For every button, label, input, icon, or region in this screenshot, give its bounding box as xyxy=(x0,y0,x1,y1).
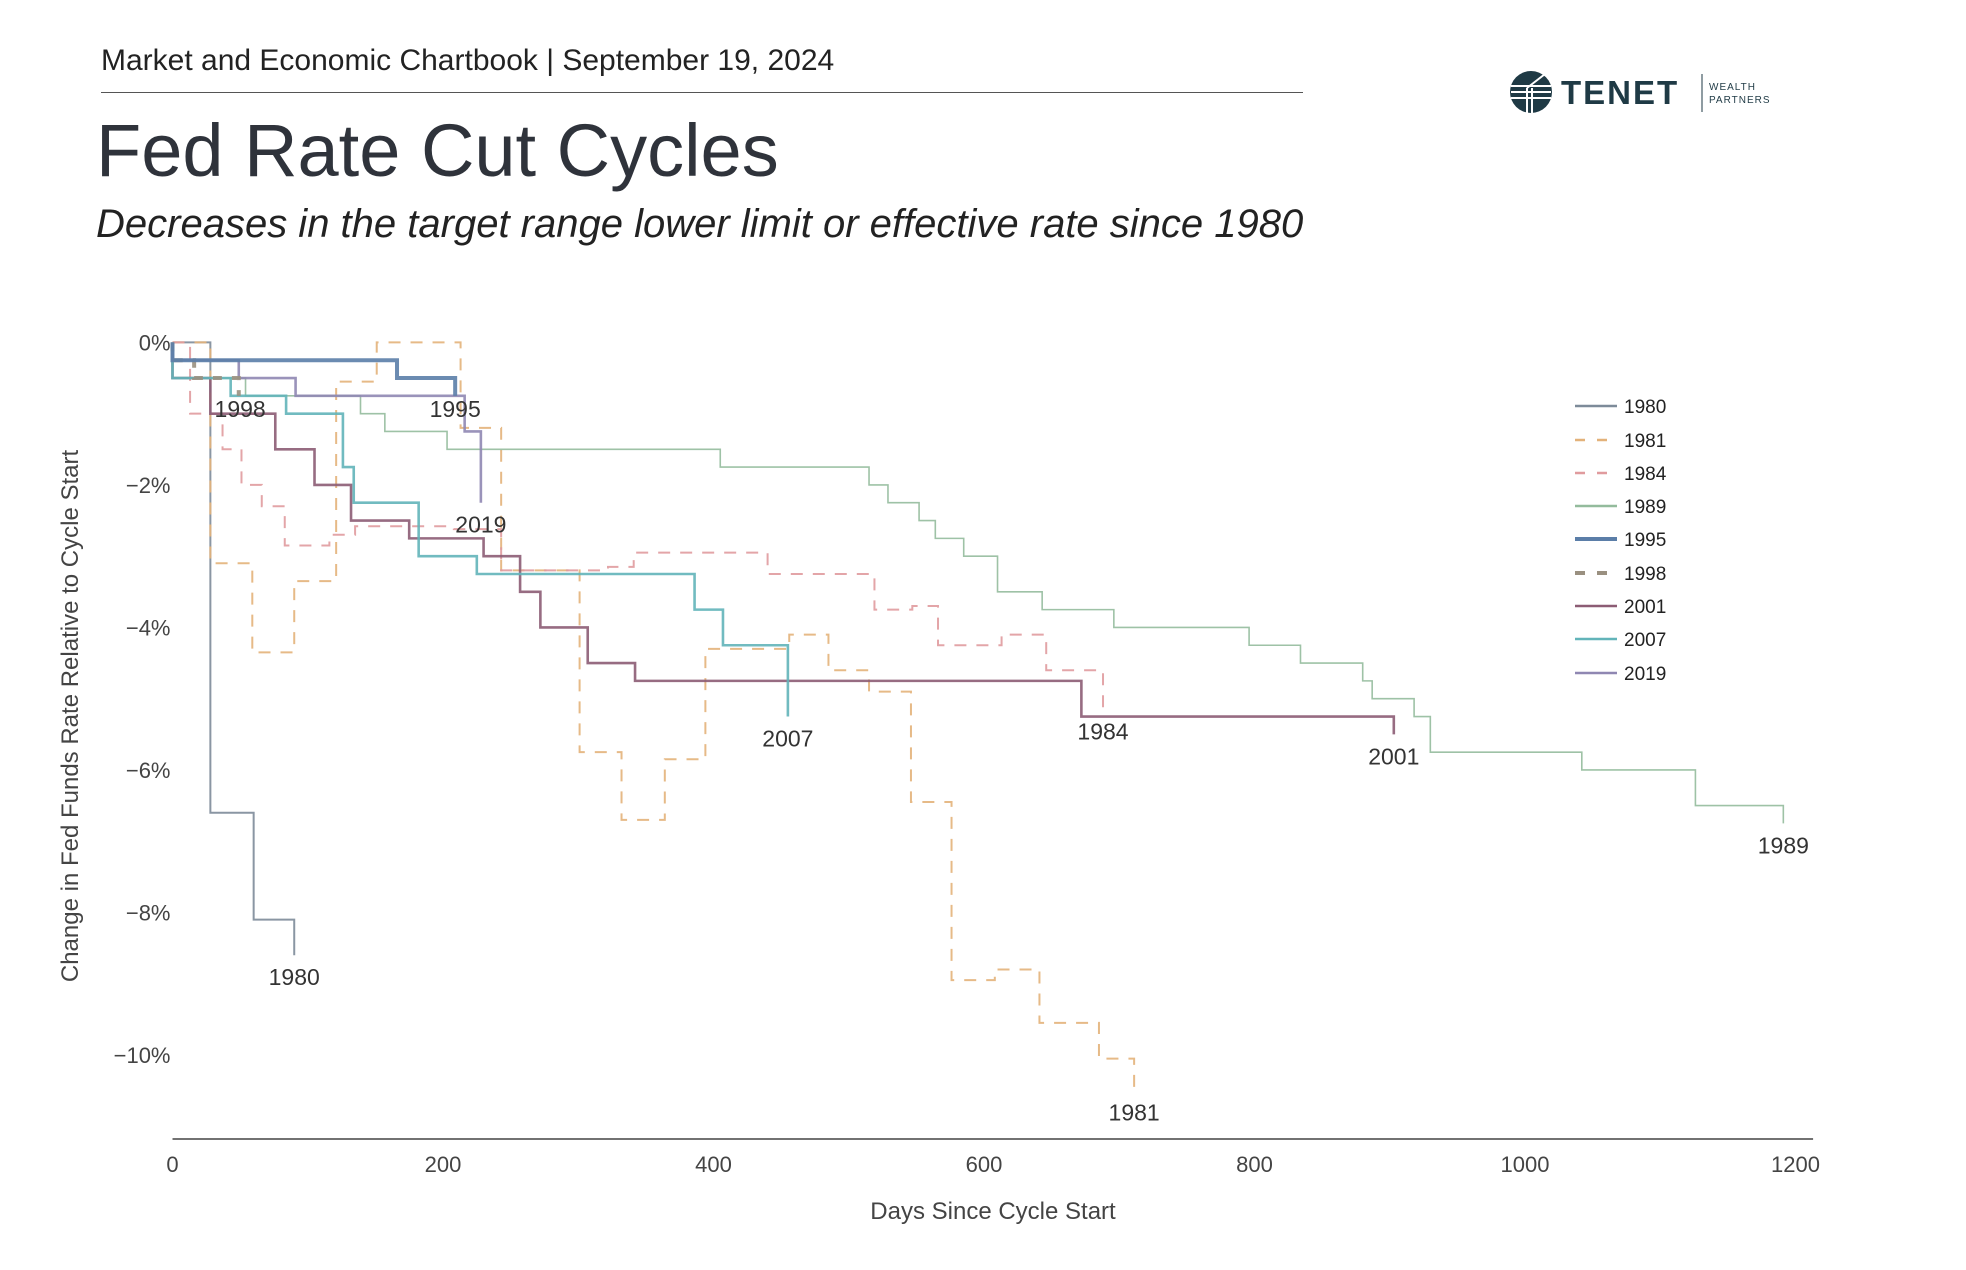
legend-label-1981: 1981 xyxy=(1624,431,1666,452)
series-layer xyxy=(170,341,1785,1091)
y-tick-label: 0% xyxy=(139,330,171,355)
series-line-1980 xyxy=(172,341,296,956)
series-line-1984 xyxy=(172,341,1105,710)
end-label-1989: 1989 xyxy=(1758,832,1809,858)
x-tick-label: 1200 xyxy=(1771,1152,1820,1177)
series-line-1981 xyxy=(172,341,1136,1091)
legend-label-1984: 1984 xyxy=(1624,464,1667,485)
logo-text: TENET xyxy=(1561,74,1679,111)
end-label-1998: 1998 xyxy=(215,396,266,422)
series-line-1989 xyxy=(171,342,1785,824)
end-label-2001: 2001 xyxy=(1368,743,1419,769)
legend-label-1989: 1989 xyxy=(1624,497,1666,518)
legend-label-2001: 2001 xyxy=(1624,597,1666,618)
x-tick-label: 400 xyxy=(695,1152,732,1177)
series-line-1995 xyxy=(170,342,458,396)
y-tick-label: −6% xyxy=(126,758,171,783)
legend-label-2007: 2007 xyxy=(1624,630,1666,651)
legend-label-1980: 1980 xyxy=(1624,397,1666,418)
logo-sub-2: PARTNERS xyxy=(1709,95,1771,106)
x-tick-label: 800 xyxy=(1236,1152,1273,1177)
chartbook-header: Market and Economic Chartbook | Septembe… xyxy=(101,44,835,77)
end-label-1995: 1995 xyxy=(430,396,481,422)
end-label-1984: 1984 xyxy=(1077,718,1128,744)
x-axis-label: Days Since Cycle Start xyxy=(870,1198,1116,1225)
x-tick-label: 0 xyxy=(166,1152,178,1177)
end-label-1981: 1981 xyxy=(1109,1100,1160,1126)
series-line-1998 xyxy=(170,342,241,396)
series-line-2001 xyxy=(171,342,1396,735)
tenet-logo-mark-icon xyxy=(1510,71,1552,114)
end-labels-layer: 1980 1981 1984 1989 2001 2007 2019 1998 1995 xyxy=(215,396,1809,1125)
end-label-2007: 2007 xyxy=(762,726,813,752)
y-axis-label: Change in Fed Funds Rate Relative to Cyc… xyxy=(57,450,84,983)
y-tick-label: −10% xyxy=(114,1043,171,1068)
x-tick-label: 1000 xyxy=(1501,1152,1550,1177)
tenet-logo: TENET WEALTH PARTNERS xyxy=(1510,71,1771,114)
y-tick-label: −4% xyxy=(126,615,171,640)
series-line-2019 xyxy=(171,342,483,503)
legend: 1980 1981 1984 1989 1995 1998 2001 2007 2019 xyxy=(1575,397,1667,685)
page-title: Fed Rate Cut Cycles xyxy=(96,109,779,192)
logo-sub-1: WEALTH xyxy=(1709,82,1756,93)
legend-label-1998: 1998 xyxy=(1624,564,1666,585)
page-subtitle: Decreases in the target range lower limi… xyxy=(96,202,1304,246)
x-tick-label: 200 xyxy=(425,1152,462,1177)
y-tick-label: −8% xyxy=(126,900,171,925)
end-label-1980: 1980 xyxy=(269,964,320,990)
header-divider xyxy=(101,92,1303,93)
axes-layer: 0 200 400 600 800 1000 1200 0% −2% −4% −6% −8% −10% xyxy=(114,330,1820,1177)
legend-label-2019: 2019 xyxy=(1624,664,1666,685)
y-tick-label: −2% xyxy=(126,473,171,498)
x-tick-label: 600 xyxy=(966,1152,1003,1177)
end-label-2019: 2019 xyxy=(455,512,506,538)
legend-label-1995: 1995 xyxy=(1624,530,1666,551)
